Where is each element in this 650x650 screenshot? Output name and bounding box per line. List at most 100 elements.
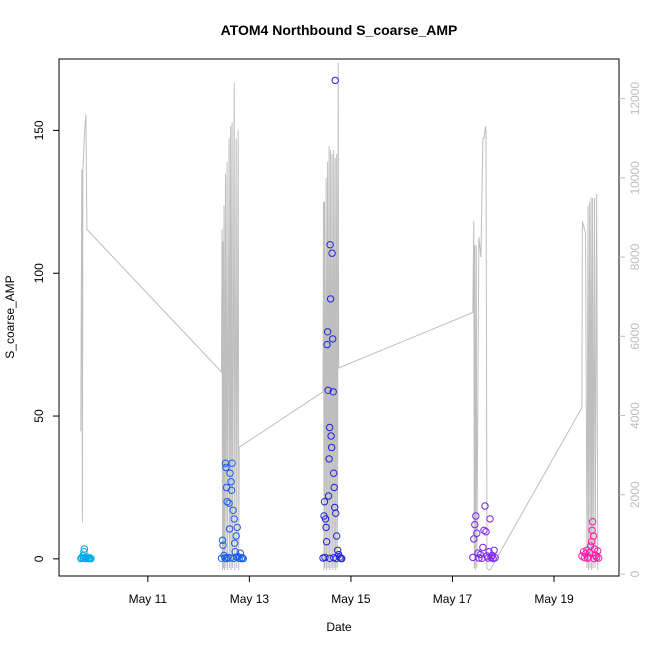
x-tick-label: May 19: [534, 592, 574, 606]
data-point: [589, 532, 598, 540]
x-axis-label: Date: [326, 620, 352, 634]
series-3: [469, 502, 499, 563]
y2-tick-label: 2000: [628, 481, 642, 508]
data-point: [226, 469, 234, 477]
y2-tick-label: 8000: [628, 243, 642, 270]
data-point: [329, 388, 337, 396]
line-series: [80, 62, 599, 571]
data-point: [232, 532, 240, 540]
data-point: [231, 539, 239, 547]
data-point: [332, 554, 340, 563]
y2-tick-label: 0: [628, 570, 642, 577]
data-point: [233, 553, 241, 561]
data-point: [321, 553, 329, 562]
y2-tick-label: 10000: [628, 161, 642, 195]
chart-title: ATOM4 Northbound S_coarse_AMP: [221, 22, 458, 38]
data-point: [229, 506, 237, 514]
data-point: [482, 528, 490, 536]
data-point: [338, 554, 346, 563]
data-point: [320, 498, 329, 506]
series-2: [319, 76, 346, 563]
data-point: [595, 554, 603, 562]
data-point: [230, 515, 238, 523]
y2-tick-label: 4000: [628, 402, 642, 429]
data-point: [237, 554, 246, 563]
x-tick-label: May 15: [331, 592, 371, 606]
data-point: [233, 523, 241, 532]
y-tick-label: 0: [32, 555, 46, 562]
data-point: [331, 76, 339, 85]
data-point: [223, 498, 231, 506]
data-point: [327, 432, 335, 440]
data-point: [486, 515, 494, 523]
data-point: [490, 546, 498, 554]
data-point: [328, 249, 336, 257]
data-point: [472, 512, 480, 520]
data-point: [225, 499, 233, 507]
y-axis-right: 0 2000 4000 6000 8000 10000 12000: [619, 82, 642, 577]
data-point: [87, 554, 95, 563]
data-point: [594, 547, 602, 555]
data-point: [580, 554, 589, 562]
data-point: [473, 529, 481, 537]
series-1: [217, 459, 248, 563]
y2-tick-label: 6000: [628, 323, 642, 350]
data-point: [219, 541, 227, 549]
data-point: [479, 543, 487, 552]
data-point: [332, 509, 340, 517]
y-tick-label: 150: [32, 120, 46, 140]
x-axis: May 11 May 13 May 15 May 17 May 19: [129, 576, 574, 606]
series-0: [77, 545, 95, 563]
data-point: [322, 538, 331, 546]
scatter-points: [77, 76, 603, 563]
x-tick-label: May 11: [129, 592, 168, 606]
data-point: [330, 469, 338, 477]
data-point: [323, 340, 331, 349]
data-point: [80, 545, 89, 553]
data-point: [324, 492, 333, 500]
data-point: [227, 486, 236, 494]
data-point: [588, 518, 597, 526]
data-point: [227, 478, 235, 486]
data-point: [325, 455, 333, 463]
series-line: [80, 62, 599, 571]
data-point: [324, 386, 332, 394]
data-point: [329, 335, 337, 343]
data-point: [491, 554, 499, 562]
data-point: [480, 526, 488, 534]
data-point: [321, 515, 330, 523]
y-tick-label: 100: [32, 263, 46, 283]
y-tick-label: 50: [32, 409, 46, 423]
data-point: [222, 463, 230, 472]
y-axis-left: 0 50 100 150: [32, 120, 59, 562]
data-point: [83, 553, 91, 561]
data-point: [481, 502, 489, 510]
plot-area: [58, 58, 620, 577]
x-tick-label: May 13: [230, 592, 270, 606]
data-point: [322, 523, 330, 532]
data-point: [475, 554, 483, 562]
data-point: [222, 554, 231, 563]
data-point: [218, 536, 227, 544]
data-point: [334, 546, 342, 554]
data-point: [228, 459, 236, 467]
y-axis-label: S_coarse_AMP: [3, 275, 17, 358]
data-point: [333, 532, 341, 540]
data-point: [325, 423, 334, 432]
plot-frame: [58, 58, 620, 577]
data-point: [327, 443, 336, 452]
data-point: [470, 535, 478, 543]
x-tick-label: May 17: [433, 592, 473, 606]
data-point: [583, 546, 591, 554]
data-point: [326, 295, 335, 303]
series-4: [578, 518, 603, 563]
data-point: [238, 554, 247, 562]
data-point: [471, 520, 479, 529]
data-point: [326, 241, 334, 249]
data-point: [323, 328, 332, 336]
data-point: [225, 525, 234, 533]
data-point: [239, 554, 248, 563]
data-point: [330, 483, 338, 492]
y2-tick-label: 12000: [628, 82, 642, 116]
